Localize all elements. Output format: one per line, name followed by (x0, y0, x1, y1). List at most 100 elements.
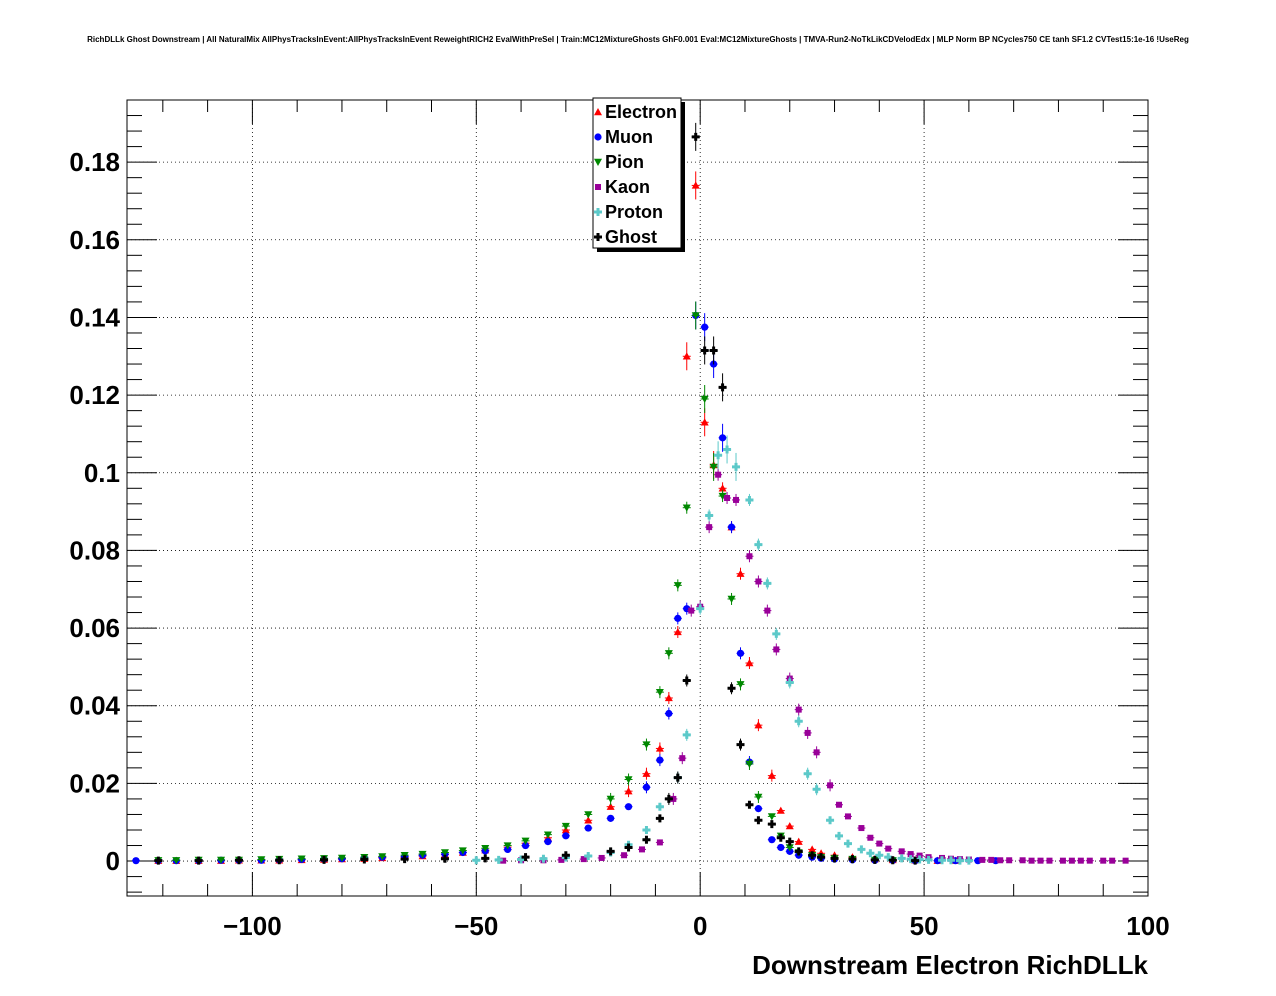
kaon-point (1100, 857, 1107, 864)
series-ghost (154, 122, 920, 865)
ghost-point (673, 773, 682, 782)
legend-label-muon: Muon (605, 127, 653, 147)
ghost-point (911, 856, 920, 865)
electron-point (655, 744, 664, 752)
proton-point (964, 856, 973, 865)
electron-point (673, 627, 682, 636)
ghost-point (624, 843, 633, 852)
muon-point (727, 523, 736, 531)
proton-point (539, 854, 548, 863)
proton-point (642, 825, 651, 834)
proton-point (723, 445, 732, 454)
ghost-point (745, 800, 754, 809)
proton-point (812, 785, 821, 794)
ghost-point (754, 816, 763, 825)
proton-point (696, 604, 705, 613)
pion-point (561, 822, 570, 831)
muon-point (701, 323, 709, 331)
pion-point (718, 492, 727, 501)
ghost-point (718, 383, 727, 392)
axis-ticks (127, 100, 1149, 896)
proton-point (705, 511, 714, 520)
kaon-point (813, 749, 820, 756)
electron-point (584, 816, 593, 824)
legend-marker-muon (594, 133, 602, 141)
legend-label-ghost: Ghost (605, 227, 657, 247)
proton-point (655, 802, 664, 811)
pion-point (655, 688, 664, 697)
kaon-point (876, 840, 883, 847)
kaon-point (679, 755, 686, 762)
ghost-point (830, 854, 839, 863)
ghost-point (234, 856, 243, 865)
muon-point (777, 843, 785, 852)
x-tick-labels: −100 −50 0 50 100 (223, 911, 1170, 941)
ghost-point (848, 855, 857, 864)
proton-point (955, 856, 964, 865)
kaon-point (988, 856, 995, 863)
x-axis-title: Downstream Electron RichDLLk (752, 950, 1148, 980)
proton-point (754, 540, 763, 549)
electron-point (624, 787, 633, 795)
pion-point (727, 595, 736, 603)
muon-point (562, 832, 570, 840)
kaon-point (746, 553, 753, 560)
kaon-point (844, 813, 851, 820)
legend-label-pion: Pion (605, 152, 644, 172)
proton-point (857, 845, 866, 854)
legend-marker-ghost (594, 233, 602, 241)
kaon-point (500, 857, 507, 864)
kaon-point (1046, 857, 1053, 864)
electron-point (785, 822, 794, 830)
kaon-point (670, 795, 677, 802)
kaon-point (827, 782, 834, 789)
muon-point (132, 857, 140, 865)
ghost-point (521, 853, 530, 862)
y-tick-label: 0.12 (69, 380, 120, 410)
kaon-point (836, 801, 843, 808)
ghost-point (767, 820, 776, 829)
muon-point (642, 783, 651, 791)
electron-point (718, 484, 727, 492)
ghost-point (360, 855, 369, 864)
kaon-point (1068, 857, 1075, 864)
pion-point (664, 650, 673, 658)
legend-marker-pion (594, 158, 602, 166)
ghost-point (561, 851, 570, 860)
kaon-point (1037, 857, 1044, 864)
pion-point (754, 793, 763, 801)
pion-point (440, 849, 449, 857)
y-tick-label: 0.02 (69, 768, 120, 798)
ghost-point (691, 132, 700, 141)
ghost-point (664, 794, 673, 803)
ghost-point (400, 855, 409, 864)
chart-title: RichDLLk Ghost Downstream | All NaturalM… (87, 35, 1189, 44)
proton-point (745, 495, 754, 504)
kaon-point (755, 578, 762, 585)
pion-point (624, 776, 633, 784)
electron-point (736, 569, 745, 577)
x-tick-label: 100 (1126, 911, 1169, 941)
ghost-point (194, 856, 203, 865)
proton-point (584, 852, 593, 861)
y-tick-label: 0.18 (69, 147, 120, 177)
proton-point (517, 855, 526, 864)
electron-point (700, 418, 709, 426)
pion-point (458, 847, 467, 855)
ghost-point (154, 856, 163, 865)
ghost-point (794, 847, 803, 856)
electron-point (642, 769, 651, 777)
y-tick-label: 0.16 (69, 225, 120, 255)
proton-point (946, 856, 955, 865)
pion-point (257, 856, 266, 864)
kaon-point (1059, 857, 1066, 864)
pion-point (642, 741, 651, 749)
y-tick-label: 0.04 (69, 691, 120, 721)
ghost-point (736, 740, 745, 749)
legend-label-proton: Proton (605, 202, 663, 222)
ghost-point (808, 851, 817, 860)
kaon-point (773, 646, 780, 653)
pion-point (481, 845, 490, 853)
proton-point (803, 769, 812, 778)
proton-point (785, 678, 794, 687)
